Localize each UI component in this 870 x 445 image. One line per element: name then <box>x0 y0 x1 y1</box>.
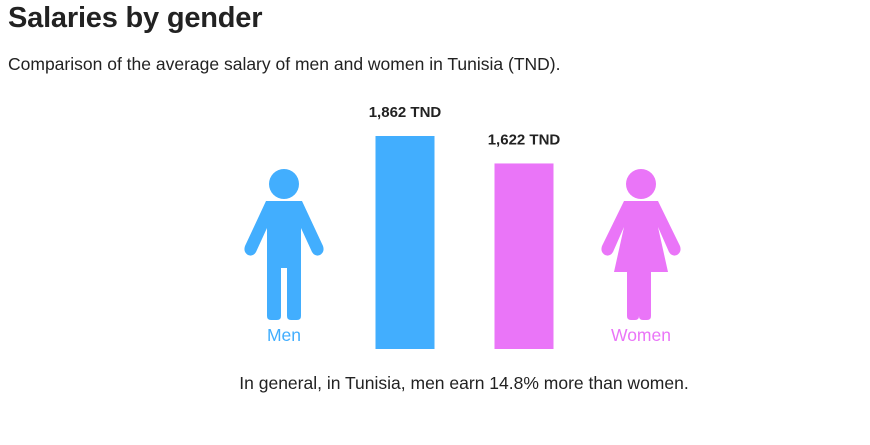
chart-caption: In general, in Tunisia, men earn 14.8% m… <box>239 373 689 393</box>
female-person-icon <box>601 169 681 320</box>
men-category-label: Men <box>267 325 301 345</box>
men-value-label: 1,862 TND <box>369 104 442 121</box>
page-title: Salaries by gender <box>8 2 263 34</box>
women-salary-bar <box>494 163 554 349</box>
chart-subtitle: Comparison of the average salary of men … <box>8 54 561 74</box>
male-person-icon <box>244 169 324 320</box>
women-category-label: Women <box>611 325 671 345</box>
men-salary-bar <box>375 136 435 349</box>
women-value-label: 1,622 TND <box>488 131 561 148</box>
